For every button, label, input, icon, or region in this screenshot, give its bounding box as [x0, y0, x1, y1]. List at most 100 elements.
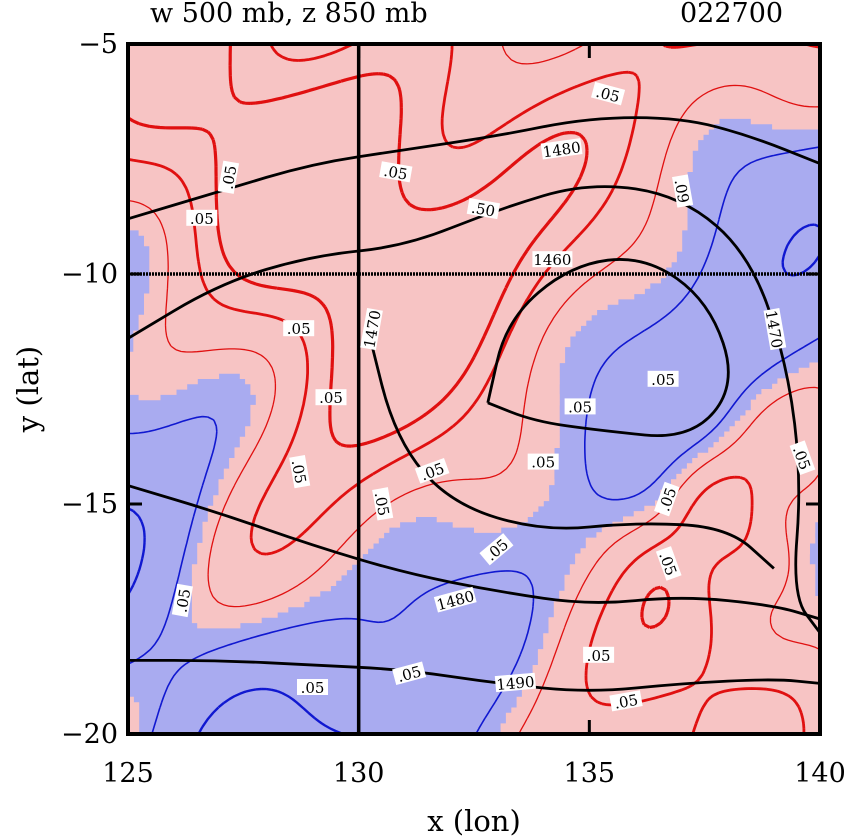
positive-w-contour [128, 44, 671, 630]
x-axis-ticks: 125 130 135 140 [102, 44, 846, 789]
contour-label: .05 [283, 320, 315, 338]
contour-label-bg [647, 370, 679, 387]
contour-label-bg [360, 307, 383, 351]
contour-label-bg [171, 583, 193, 618]
chart-title: w 500 mb, z 850 mb [150, 0, 428, 29]
contour-label: .05 [186, 209, 218, 228]
contour-label-bg [540, 138, 583, 160]
contour-label-text: 1480 [542, 138, 582, 161]
contour-label-text: .50 [470, 199, 497, 221]
y-axis-label: y (lat) [11, 346, 45, 433]
contour-label-bg [392, 661, 427, 685]
contour-label-bg [297, 679, 328, 695]
negative-w-fill [128, 118, 820, 734]
contour-label-text: .05 [172, 587, 194, 614]
contour-label-bg [433, 586, 477, 613]
contour-label: .09 [671, 174, 694, 208]
contour-label-text: .05 [382, 162, 409, 184]
contour-label: .05 [297, 679, 328, 697]
contour-label-text: 1460 [533, 251, 571, 269]
contour-label-text: .05 [301, 679, 325, 697]
contour-label-bg [217, 160, 240, 194]
negative-fill-region [128, 118, 820, 734]
contour-label-bg [609, 690, 643, 712]
contour-label: 1480 [540, 138, 583, 161]
positive-fill-region [128, 44, 820, 734]
height-contour-1470 [128, 185, 820, 634]
height-contour-1480 [128, 484, 820, 621]
contour-label: .05 [583, 646, 615, 665]
height-contour-1460 [486, 258, 730, 438]
contour-label-bg [672, 174, 694, 208]
contour-label: .05 [647, 370, 679, 389]
contour-label-text: .05 [396, 662, 424, 686]
chart-time-label: 022700 [680, 0, 783, 29]
negative-w-contour [128, 223, 820, 734]
x-tick-label: 130 [333, 758, 385, 789]
contour-label: .05 [527, 453, 559, 472]
x-axis-label: x (lon) [427, 804, 521, 838]
contour-label-text: .05 [587, 647, 611, 665]
contour-label-bg [414, 458, 450, 484]
contour-label-bg [372, 487, 394, 521]
height-contours [128, 116, 820, 692]
contour-label-text: .05 [190, 210, 214, 228]
height-contour-1470 [366, 328, 775, 570]
contour-label: .05 [288, 454, 311, 489]
contour-label: .05 [564, 398, 596, 416]
contour-label-bg [532, 251, 573, 268]
contour-label-text: .05 [594, 83, 622, 107]
contour-label-bg [479, 533, 514, 566]
contour-label-bg [186, 209, 218, 226]
contour-label: .05 [171, 583, 194, 618]
contour-label-bg [763, 307, 787, 351]
contour-label: 1490 [494, 672, 537, 694]
y-tick-label: −5 [78, 29, 118, 60]
x-tick-label: 135 [564, 758, 616, 789]
contour-label-bg [583, 646, 615, 663]
contour-label: .05 [379, 161, 413, 184]
contour-label-bg [591, 81, 626, 106]
contour-label: 1460 [532, 251, 573, 269]
contour-label-bg [494, 672, 537, 693]
contour-label: .05 [217, 160, 241, 194]
contour-label: .05 [609, 690, 643, 713]
contour-label-text: .05 [219, 164, 241, 191]
contour-label-bg [466, 198, 501, 220]
contour-label-text: 1490 [496, 673, 536, 694]
height-contour-1490 [128, 658, 820, 692]
contour-label-bg [527, 453, 559, 470]
y-tick-label: −15 [61, 489, 118, 520]
contour-label: .50 [466, 198, 501, 221]
contour-label: .05 [392, 661, 427, 686]
contour-label-text: .05 [288, 458, 310, 485]
y-tick-label: −20 [61, 719, 118, 750]
contour-label-text: .05 [287, 320, 311, 338]
contour-label-text: .05 [651, 371, 675, 389]
negative-w-contour [128, 146, 820, 734]
contour-label-bg [379, 161, 413, 183]
contour-label-text: .05 [613, 691, 640, 713]
plot-frame [126, 42, 822, 736]
contour-label-bg [564, 398, 596, 415]
x-tick-label: 125 [102, 758, 154, 789]
contour-label: .05 [591, 81, 626, 107]
contour-label-text: .05 [319, 389, 343, 407]
x-tick-label: 140 [794, 758, 846, 789]
contour-label-bg [654, 481, 680, 517]
reference-lines [128, 44, 820, 734]
contour-label-text: .05 [371, 491, 393, 518]
height-contour-1480 [128, 116, 820, 221]
contour-label-text: .09 [671, 178, 693, 205]
contour-label-text: .05 [568, 398, 592, 416]
contour-label-text: .05 [531, 454, 555, 472]
contour-label-bg [789, 440, 816, 475]
contour-label: .05 [371, 487, 394, 521]
contour-label: .05 [315, 389, 347, 407]
contour-label-bg [315, 389, 347, 406]
y-axis-ticks: −5 −10 −15 −20 [61, 29, 820, 750]
contour-label-bg [289, 454, 311, 489]
